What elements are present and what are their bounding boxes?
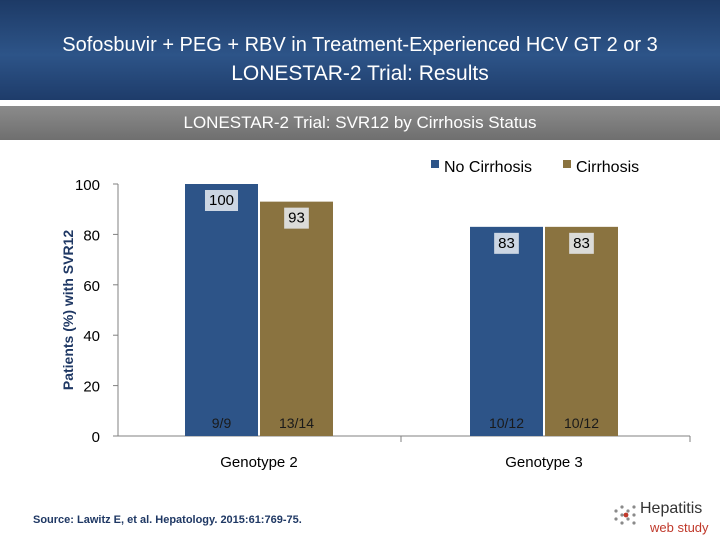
bar-fraction-label: 9/9 [212,415,232,431]
y-tick-label: 80 [83,227,100,244]
y-tick-label: 60 [83,278,100,295]
hepatitis-logo-icon [620,505,624,509]
hepatitis-logo-icon [620,521,624,525]
y-tick-label: 0 [92,429,100,446]
bar-fraction-label: 10/12 [489,415,524,431]
legend-label: Cirrhosis [576,159,639,176]
bar-value-label: 93 [288,210,305,227]
source-citation: Source: Lawitz E, et al. Hepatology. 201… [33,514,302,526]
y-tick-label: 100 [75,177,100,194]
legend-label: No Cirrhosis [444,159,532,176]
hepatitis-logo-icon [623,512,629,518]
slide-header: Sofosbuvir + PEG + RBV in Treatment-Expe… [0,0,720,100]
hepatitis-logo-icon [620,513,624,517]
bar-value-label: 83 [498,235,515,252]
hepatitis-logo-icon [614,509,618,513]
y-tick-label: 20 [83,379,100,396]
bar [470,226,543,436]
bar [260,201,333,436]
slide-title-line2: LONESTAR-2 Trial: Results [231,62,489,85]
bar-fraction-label: 10/12 [564,415,599,431]
bar-fraction-label: 13/14 [279,415,314,431]
slide-title-line1: Sofosbuvir + PEG + RBV in Treatment-Expe… [62,34,658,56]
value-label-box [569,232,594,254]
legend-swatch [563,160,571,168]
hepatitis-logo-icon [632,505,636,509]
hepatitis-logo-icon [632,513,636,517]
bar [545,226,618,436]
logo-subtext: web study [650,520,709,535]
x-category-label: Genotype 3 [505,454,583,471]
y-axis-title: Patients (%) with SVR12 [60,230,76,390]
hepatitis-logo-icon [626,509,630,513]
bar [185,184,258,436]
hepatitis-logo-icon [632,521,636,525]
bar-value-label: 83 [573,235,590,252]
y-tick-label: 40 [83,328,100,345]
logo-name: Hepatitis [640,500,703,517]
legend-swatch [431,160,439,168]
hepatitis-logo-icon [614,517,618,521]
x-category-label: Genotype 2 [220,454,298,471]
bar-value-label: 100 [209,192,234,209]
value-label-box [494,232,519,254]
chart-subtitle-bar: LONESTAR-2 Trial: SVR12 by Cirrhosis Sta… [0,106,720,140]
hepatitis-logo-icon [626,517,630,521]
value-label-box [204,190,239,211]
value-label-box [284,207,309,229]
